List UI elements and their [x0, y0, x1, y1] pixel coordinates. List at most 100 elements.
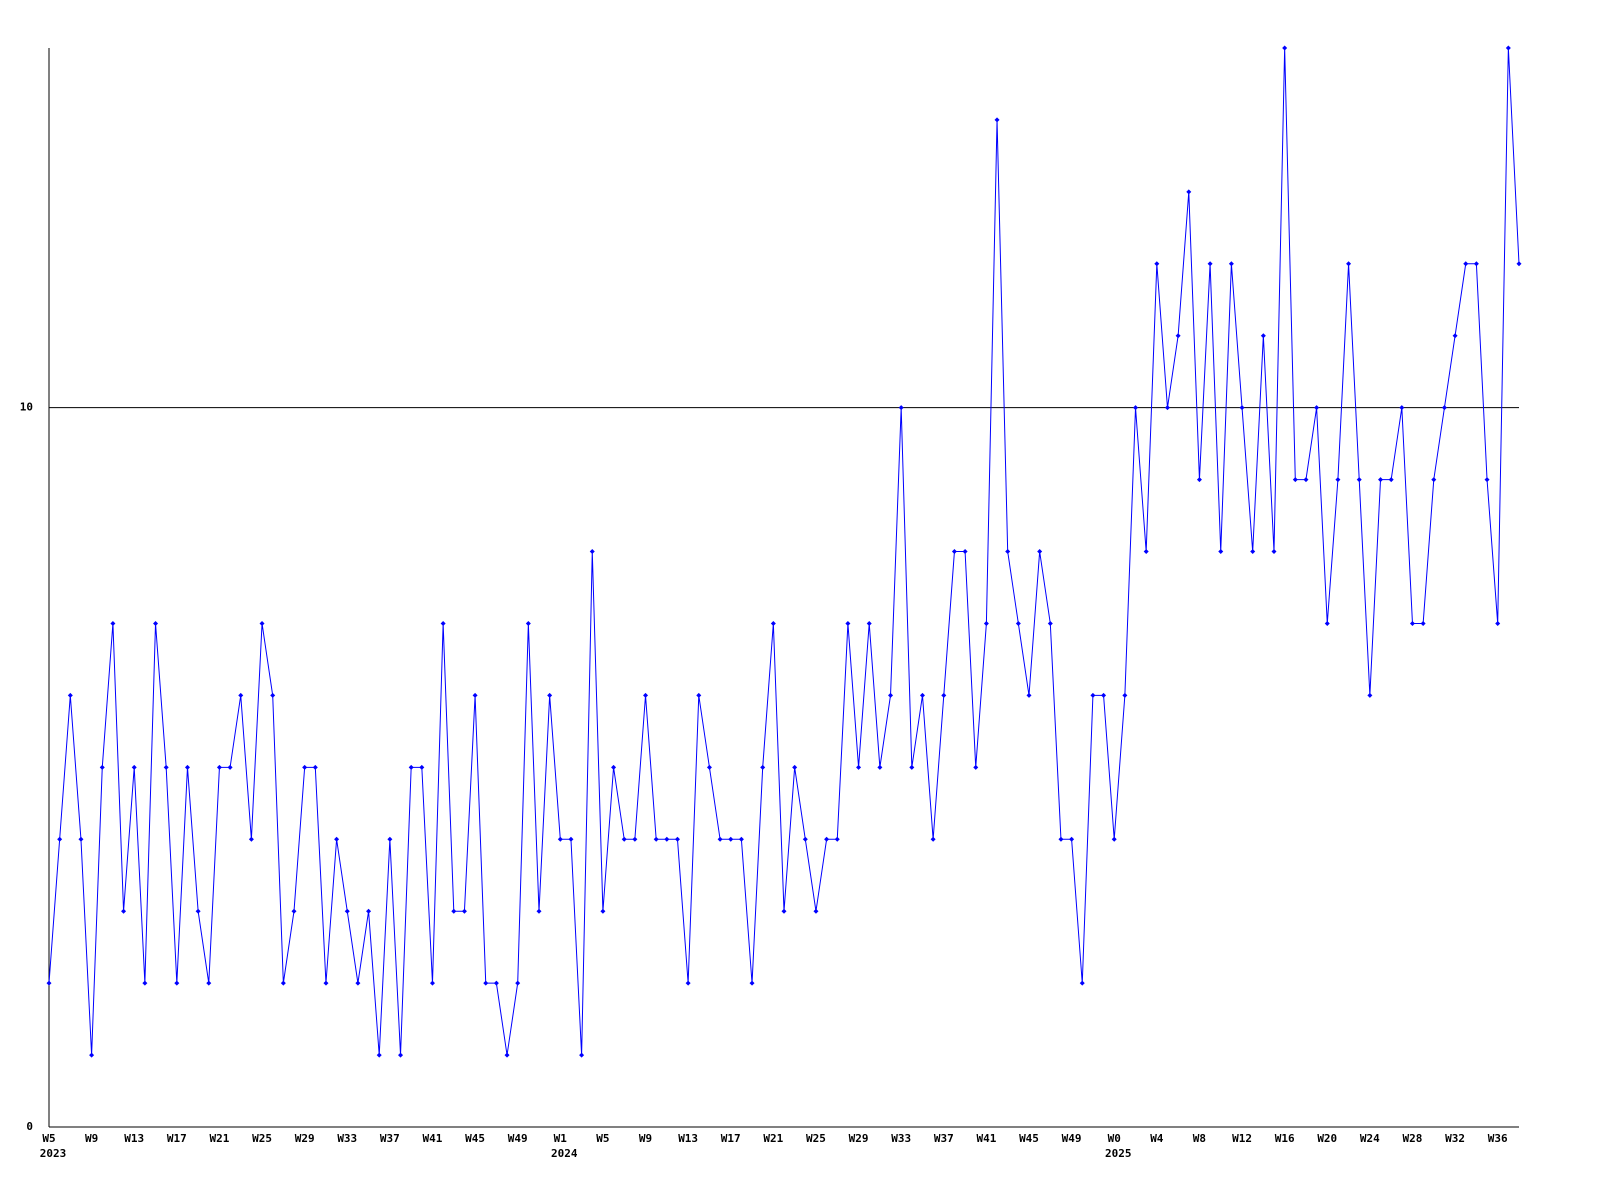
point — [355, 980, 361, 986]
point — [1239, 405, 1245, 411]
point — [557, 836, 563, 842]
x-tick-label: W37 — [380, 1132, 400, 1145]
point — [1303, 477, 1309, 483]
point — [1005, 549, 1011, 555]
point — [749, 980, 755, 986]
point — [472, 692, 478, 698]
x-tick-label: W29 — [849, 1132, 869, 1145]
point — [962, 549, 968, 555]
point — [983, 620, 989, 626]
point — [1111, 836, 1117, 842]
point — [216, 764, 222, 770]
point — [813, 908, 819, 914]
point — [1260, 333, 1266, 339]
x-tick-label: W29 — [295, 1132, 315, 1145]
point — [888, 692, 894, 698]
point — [99, 764, 105, 770]
point — [845, 620, 851, 626]
point — [1175, 333, 1181, 339]
point — [632, 836, 638, 842]
point — [1122, 692, 1128, 698]
point — [674, 836, 680, 842]
x-tick-label: W45 — [465, 1132, 485, 1145]
point — [1324, 620, 1330, 626]
point — [1026, 692, 1032, 698]
point — [1505, 45, 1511, 51]
x-tick-label: W45 — [1019, 1132, 1039, 1145]
point — [951, 549, 957, 555]
point — [1186, 189, 1192, 195]
point — [1164, 405, 1170, 411]
point — [1314, 405, 1320, 411]
point — [1335, 477, 1341, 483]
x-tick-label: W4 — [1150, 1132, 1164, 1145]
point — [387, 836, 393, 842]
point — [643, 692, 649, 698]
point — [930, 836, 936, 842]
point — [461, 908, 467, 914]
point — [1484, 477, 1490, 483]
x-tick-label: W25 — [252, 1132, 272, 1145]
point — [1143, 549, 1149, 555]
point — [184, 764, 190, 770]
point — [1069, 836, 1075, 842]
x-tick-label: W21 — [763, 1132, 783, 1145]
point — [1292, 477, 1298, 483]
point — [440, 620, 446, 626]
point — [451, 908, 457, 914]
point — [1207, 261, 1213, 267]
x-tick-label: W41 — [976, 1132, 996, 1145]
point — [1015, 620, 1021, 626]
point — [344, 908, 350, 914]
point — [67, 692, 73, 698]
point — [1420, 620, 1426, 626]
point — [706, 764, 712, 770]
point — [1218, 549, 1224, 555]
point — [334, 836, 340, 842]
point — [824, 836, 830, 842]
point — [46, 980, 52, 986]
point — [1452, 333, 1458, 339]
line — [48, 47, 1520, 1056]
point — [419, 764, 425, 770]
point — [909, 764, 915, 770]
point — [1058, 836, 1064, 842]
point — [802, 836, 808, 842]
x-tick-label: W33 — [891, 1132, 911, 1145]
point — [248, 836, 254, 842]
x-tick-label: W5 — [42, 1132, 55, 1145]
point — [770, 620, 776, 626]
point — [1101, 692, 1107, 698]
point — [1441, 405, 1447, 411]
x-tick-label: W33 — [337, 1132, 357, 1145]
point — [483, 980, 489, 986]
y-tick-label: 10 — [20, 401, 33, 414]
point — [89, 1052, 95, 1058]
point — [664, 836, 670, 842]
point — [291, 908, 297, 914]
point — [1367, 692, 1373, 698]
point — [1196, 477, 1202, 483]
point — [919, 692, 925, 698]
point — [376, 1052, 382, 1058]
point — [856, 764, 862, 770]
point — [792, 764, 798, 770]
x-tick-label: W13 — [124, 1132, 144, 1145]
point — [1282, 45, 1288, 51]
point — [525, 620, 531, 626]
point — [515, 980, 521, 986]
point — [1388, 477, 1394, 483]
x-tick-label: W25 — [806, 1132, 826, 1145]
point — [323, 980, 329, 986]
point — [1378, 477, 1384, 483]
y-tick-label: 0 — [26, 1120, 33, 1133]
point — [547, 692, 553, 698]
point — [1356, 477, 1362, 483]
point — [1495, 620, 1501, 626]
point — [1228, 261, 1234, 267]
point — [1250, 549, 1256, 555]
x-tick-label: W49 — [508, 1132, 528, 1145]
point — [312, 764, 318, 770]
point — [1047, 620, 1053, 626]
